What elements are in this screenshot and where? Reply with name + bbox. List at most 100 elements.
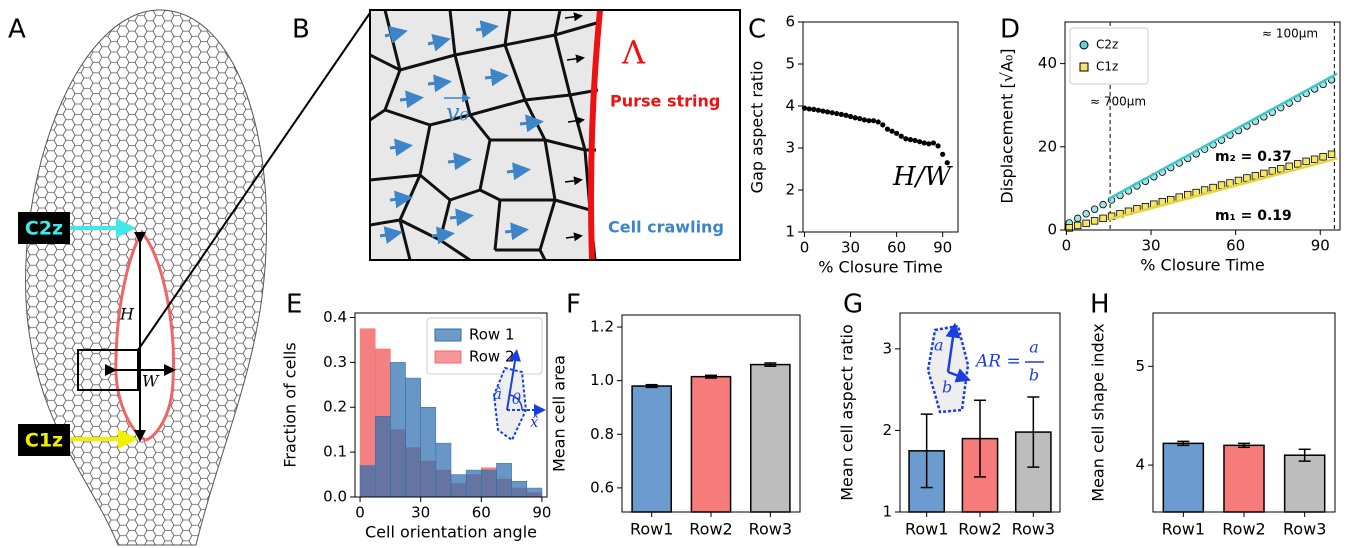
y-tick-label: 1: [785, 223, 795, 241]
x-tick-label: 90: [933, 239, 952, 257]
y-axis-label: Fraction of cells: [281, 342, 300, 467]
panel-letter: C: [748, 15, 766, 45]
y-tick-label: 3: [785, 139, 795, 157]
point: [834, 110, 840, 117]
y-tick-label: 0.6: [590, 478, 614, 496]
point: [912, 137, 918, 144]
point: [1082, 219, 1090, 228]
point: [1217, 181, 1226, 189]
y-axis-label: Mean cell shape index: [1089, 323, 1108, 501]
point: [820, 108, 826, 114]
y-tick-label: 4: [1135, 456, 1145, 474]
edge-arrows: [564, 12, 585, 242]
point: [1082, 210, 1090, 218]
label-box: [18, 212, 70, 244]
panel-letter: G: [843, 290, 863, 320]
bar: [1162, 442, 1205, 513]
point: [861, 117, 867, 123]
point: [944, 160, 950, 166]
bar: [1283, 454, 1326, 513]
legend-label: C1z: [1096, 60, 1118, 74]
point: [889, 128, 895, 134]
y-tick-label: 1.2: [590, 318, 614, 336]
annotation: m₁ = 0.19: [1215, 208, 1292, 224]
histogram-bar: [435, 442, 452, 498]
point: [852, 115, 858, 121]
zoom-line: [137, 9, 373, 351]
annotation: H/W: [892, 162, 953, 192]
x-tick-label: Row3: [749, 520, 792, 539]
point: [884, 126, 891, 132]
histogram-bar: [420, 406, 437, 498]
purse-string-label: Purse string: [610, 92, 720, 111]
axes-frame: [1152, 312, 1336, 513]
inset-label: a: [1029, 338, 1039, 357]
y-tick-label: 5: [785, 55, 795, 73]
height-label: H: [119, 305, 135, 324]
x-tick-label: 0: [355, 504, 365, 522]
y-tick-label: 2: [785, 181, 795, 199]
y-tick-label: 0.0: [323, 488, 347, 506]
x-axis-label: % Closure Time: [818, 258, 942, 277]
point: [926, 141, 932, 147]
y-tick-label: 1.0: [590, 371, 614, 389]
fit-line: [1108, 72, 1338, 200]
y-axis-label: Displacement [√A₀]: [998, 48, 1017, 203]
point: [898, 133, 904, 139]
bar: [1223, 444, 1265, 513]
y-tick-label: 0: [1047, 221, 1057, 239]
point: [1234, 176, 1243, 185]
crawl-arrows: [379, 20, 544, 245]
point: [857, 116, 863, 122]
point: [940, 151, 946, 157]
panel-letter: E: [286, 290, 302, 320]
x-tick-label: 0: [800, 239, 810, 257]
histogram-bar: [359, 465, 376, 498]
point: [1293, 160, 1302, 168]
bar: [750, 363, 791, 513]
panel-letter: B: [292, 15, 310, 45]
y-tick-label: 1: [882, 503, 892, 521]
y-axis-label: Mean cell aspect ratio: [838, 324, 857, 500]
x-tick-label: Row1: [905, 520, 948, 539]
point: [1065, 224, 1073, 232]
x-tick-label: 90: [1311, 237, 1330, 255]
point: [917, 139, 923, 145]
x-tick-label: Row3: [1283, 520, 1326, 539]
point: [1285, 162, 1293, 171]
purse-string: [588, 10, 603, 260]
point: [1310, 155, 1319, 163]
x-tick-label: Row1: [630, 520, 673, 539]
x-axis-label: % Closure Time: [1140, 256, 1264, 275]
y-axis-label: Mean cell area: [550, 355, 569, 472]
velocity-label: v₀: [446, 99, 470, 127]
y-axis-label: Gap aspect ratio: [748, 61, 767, 194]
y-tick-label: 5: [1135, 357, 1145, 375]
x-tick-label: 30: [411, 504, 430, 522]
inset-label: a: [934, 336, 944, 355]
histogram-bar: [450, 474, 467, 498]
axes-frame: [802, 21, 959, 233]
point: [1099, 200, 1107, 209]
x-tick-label: 60: [1226, 237, 1245, 255]
point: [880, 122, 886, 128]
axes-frame: [354, 312, 548, 498]
x-tick-label: Row2: [689, 520, 732, 539]
legend-box: [1069, 27, 1149, 85]
point: [815, 107, 821, 113]
point: [866, 118, 872, 124]
panel-letter: D: [1000, 15, 1020, 45]
x-tick-label: Row1: [1162, 520, 1205, 539]
legend-swatch: [434, 328, 462, 342]
axes-frame: [899, 312, 1061, 513]
panel-letter: H: [1090, 290, 1110, 320]
histogram-bar: [390, 362, 406, 498]
axes-frame: [1064, 21, 1341, 231]
histogram-bar: [496, 463, 512, 498]
x-tick-label: Row2: [958, 520, 1001, 539]
annotation: ≈ 100μm: [1262, 27, 1318, 41]
point: [811, 106, 817, 112]
label-box: [18, 424, 70, 456]
annotation: ≈ 700μm: [1090, 95, 1146, 109]
